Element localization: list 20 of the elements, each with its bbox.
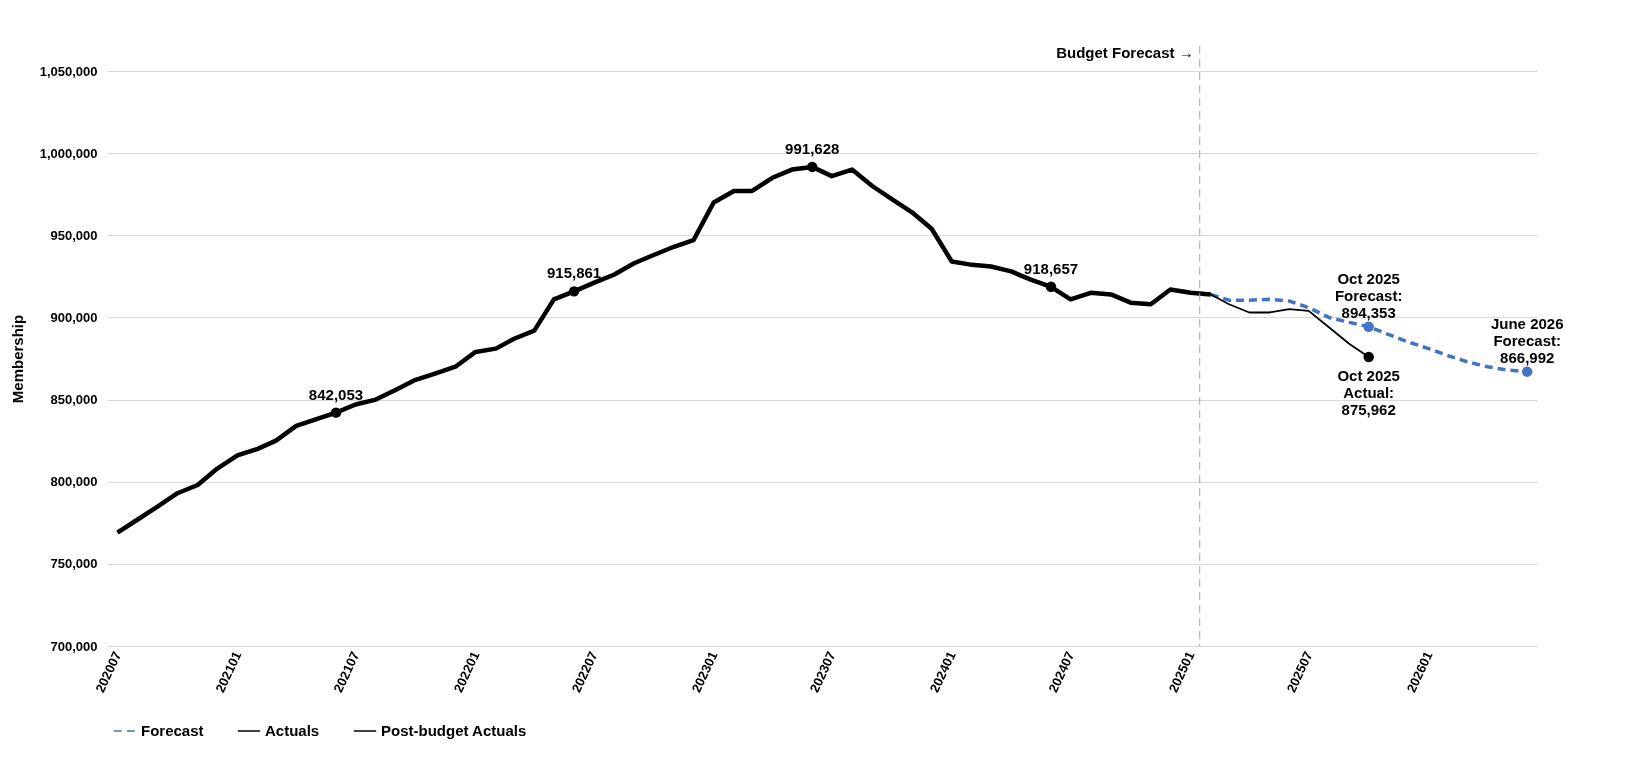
legend-label: Forecast <box>141 722 204 739</box>
annotation: 915,861 <box>546 264 602 282</box>
legend-label: Post-budget Actuals <box>381 722 527 739</box>
y-tick-label: 950,000 <box>50 227 98 243</box>
y-tick-label: 700,000 <box>50 638 98 654</box>
y-tick-label: 900,000 <box>50 309 98 325</box>
y-tick-label: 1,050,000 <box>39 63 98 79</box>
annotation: Oct 2025 Actual: 875,962 <box>1337 366 1400 418</box>
ref-line-label: Budget Forecast → <box>1056 44 1194 61</box>
annotation: 842,053 <box>308 385 364 403</box>
legend-label: Actuals <box>265 722 320 739</box>
y-axis-title: Membership <box>8 314 26 404</box>
annotation: Oct 2025 Forecast: 894,353 <box>1334 269 1403 321</box>
y-tick-label: 1,000,000 <box>39 145 98 161</box>
y-tick-label: 750,000 <box>50 556 98 572</box>
annotation: 991,628 <box>785 139 840 157</box>
y-tick-label: 850,000 <box>50 392 98 408</box>
y-tick-label: 800,000 <box>50 474 98 490</box>
annotation: 918,657 <box>1023 259 1079 277</box>
annotation: June 2026 Forecast: 866,992 <box>1490 314 1564 366</box>
